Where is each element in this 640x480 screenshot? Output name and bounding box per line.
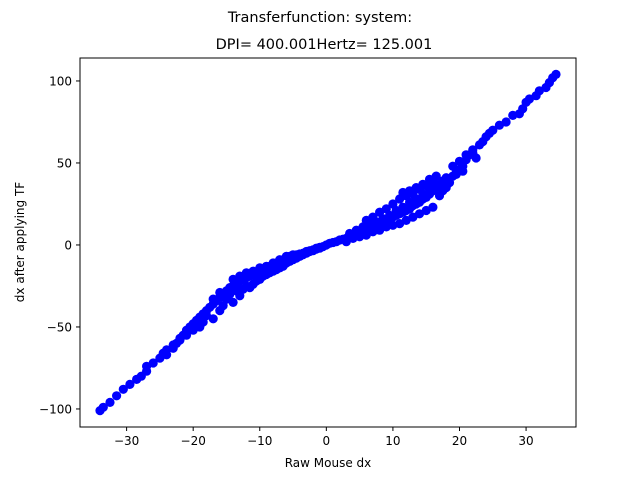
data-point [471,153,481,163]
data-point [551,69,561,79]
x-axis-label: Raw Mouse dx [285,456,372,470]
chart-title: Transferfunction: system: [227,10,412,26]
x-tick-label: 10 [385,434,400,448]
data-point [454,156,465,166]
data-point [188,325,198,335]
y-tick-label: 0 [64,238,72,252]
data-point [488,125,498,135]
x-tick-label: 0 [323,434,331,448]
y-axis-label: dx after applying TF [13,182,27,302]
plot-frame [79,57,577,428]
data-point [175,335,185,345]
data-point [448,161,458,171]
data-point [361,215,371,225]
data-point [162,345,172,355]
y-axis-ticks: −100 −50 0 50 100 [39,74,80,416]
data-points [95,69,561,416]
y-tick-label: 100 [49,74,72,88]
data-point [428,202,438,212]
data-point [288,250,298,260]
data-point [434,191,445,201]
data-point [112,391,122,401]
data-point [398,202,408,212]
data-point [431,171,441,181]
x-tick-label: 30 [518,434,533,448]
data-point [105,397,115,407]
data-point [98,402,108,412]
x-tick-label: −20 [181,434,206,448]
data-point [228,297,238,307]
data-point [375,207,385,217]
data-point [118,384,128,394]
data-point [215,306,225,316]
data-point [501,117,511,127]
x-tick-label: −10 [247,434,272,448]
x-axis-ticks: −30 −20 −10 0 10 20 30 [114,427,534,448]
data-point [388,199,398,209]
data-point [215,287,225,298]
y-tick-label: −100 [39,402,72,416]
data-point [451,169,461,179]
data-point [315,242,325,252]
x-tick-label: 20 [452,434,467,448]
data-point [418,179,428,189]
data-point [208,314,218,324]
y-tick-label: −50 [47,320,72,334]
y-tick-label: 50 [57,156,72,170]
chart-subtitle: DPI= 400.001Hertz= 125.001 [216,37,433,53]
data-point [208,294,218,304]
data-point [181,330,192,340]
x-tick-label: −30 [114,434,139,448]
data-point [125,379,135,389]
data-point [148,358,158,368]
data-point [168,340,178,350]
